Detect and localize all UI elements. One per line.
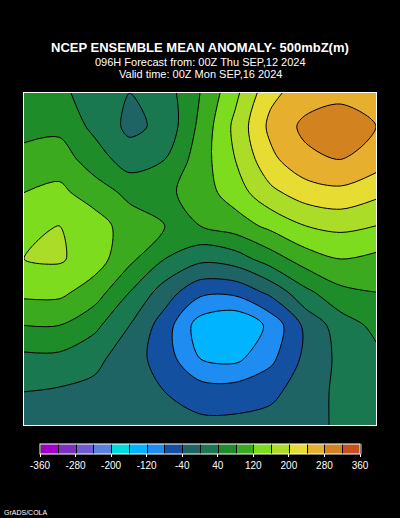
svg-text:200: 200: [281, 460, 298, 471]
svg-text:360: 360: [352, 460, 369, 471]
svg-text:-40: -40: [175, 460, 190, 471]
svg-text:-120: -120: [137, 460, 157, 471]
svg-text:-280: -280: [66, 460, 86, 471]
svg-text:120: 120: [245, 460, 262, 471]
svg-text:Valid time: 00Z Mon SEP,16 202: Valid time: 00Z Mon SEP,16 2024: [119, 68, 282, 80]
svg-text:NCEP ENSEMBLE MEAN ANOMALY- 50: NCEP ENSEMBLE MEAN ANOMALY- 500mbZ(m): [51, 40, 349, 55]
svg-text:280: 280: [316, 460, 333, 471]
svg-text:-360: -360: [30, 460, 50, 471]
svg-text:-200: -200: [101, 460, 121, 471]
svg-text:40: 40: [212, 460, 224, 471]
svg-text:096H Forecast from: 00Z Thu SE: 096H Forecast from: 00Z Thu SEP,12 2024: [95, 56, 306, 68]
svg-text:GrADS/COLA: GrADS/COLA: [4, 509, 48, 516]
